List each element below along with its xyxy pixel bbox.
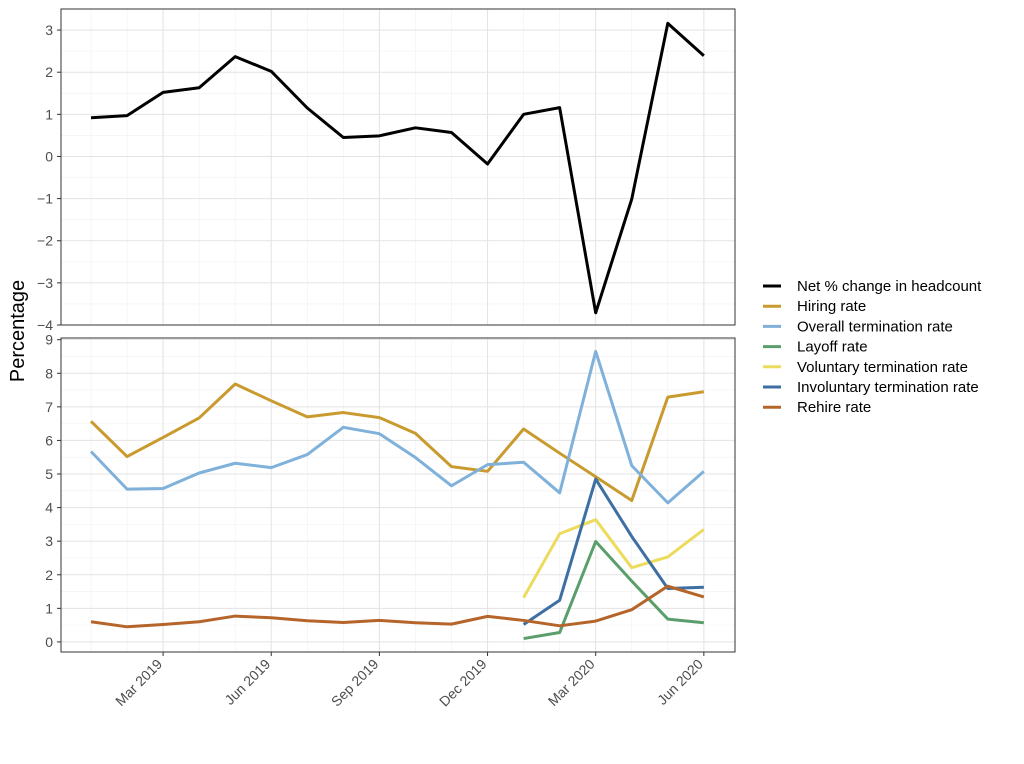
y-tick-label: 6 (45, 432, 53, 448)
panel-border (60, 337, 736, 653)
legend-item-layoff-rate: Layoff rate (763, 339, 868, 356)
y-tick-label: 2 (45, 64, 53, 80)
x-tick-label: Dec 2019 (436, 656, 490, 710)
y-tick-label: 0 (45, 148, 53, 164)
y-tick-label: −1 (37, 191, 53, 207)
y-tick-label: 3 (45, 533, 53, 549)
legend-item-voluntary-termination-rate: Voluntary termination rate (763, 359, 968, 376)
x-tick-label: Jun 2019 (221, 656, 273, 708)
y-tick-label: 0 (45, 634, 53, 650)
y-tick-label: 5 (45, 466, 53, 482)
x-tick-label: Mar 2020 (545, 656, 598, 709)
legend-item-overall-termination-rate: Overall termination rate (763, 318, 953, 335)
legend-item-involuntary-termination-rate: Involuntary termination rate (763, 379, 979, 396)
y-tick-label: −2 (37, 233, 53, 249)
legend-item-rehire-rate: Rehire rate (763, 399, 871, 416)
y-tick-label: 7 (45, 399, 53, 415)
x-tick-label: Sep 2019 (328, 656, 382, 710)
legend-label: Involuntary termination rate (797, 379, 979, 396)
series-line-layoff-rate (523, 540, 705, 641)
legend-label: Net % change in headcount (797, 278, 982, 295)
y-tick-label: 4 (45, 500, 53, 516)
legend: Net % change in headcount Hiring rate Over… (763, 278, 982, 416)
y-tick-label: 1 (45, 600, 53, 616)
y-tick-label: −3 (37, 275, 53, 291)
panel-top: −4 −3 −2 −1 0 1 2 3 (37, 8, 736, 333)
legend-label: Rehire rate (797, 399, 871, 416)
series-line-overall-termination-rate (89, 349, 705, 505)
x-axis: Mar 2019 Jun 2019 Sep 2019 Dec 2019 Mar 2020… (112, 652, 706, 710)
series-line-net-pct-change-in-headcount (90, 21, 705, 315)
y-tick-label: 1 (45, 106, 53, 122)
series-line-rehire-rate (90, 584, 705, 629)
series-line-voluntary-termination-rate (522, 518, 705, 599)
y-tick-label: 2 (45, 567, 53, 583)
panel-border (60, 8, 736, 326)
legend-label: Voluntary termination rate (797, 359, 968, 376)
y-tick-label: 8 (45, 365, 53, 381)
y-tick-label: −4 (37, 317, 53, 333)
x-tick-label: Jun 2020 (654, 656, 706, 708)
y-axis-label: Percentage (7, 280, 29, 382)
legend-label: Overall termination rate (797, 318, 953, 335)
panel-bottom: 0 1 2 3 4 5 6 7 8 9 (45, 332, 736, 653)
series-line-hiring-rate (89, 382, 705, 503)
legend-item-hiring-rate: Hiring rate (763, 298, 866, 315)
panels-layer: −4 −3 −2 −1 0 1 2 3 0 1 2 3 4 5 6 7 8 9 (37, 8, 736, 653)
legend-label: Hiring rate (797, 298, 866, 315)
legend-label: Layoff rate (797, 339, 868, 356)
legend-item-net-pct-change-in-headcount: Net % change in headcount (763, 278, 982, 295)
y-tick-label: 3 (45, 22, 53, 38)
y-tick-label: 9 (45, 332, 53, 348)
x-tick-label: Mar 2019 (112, 656, 165, 709)
panel-background (61, 9, 735, 325)
